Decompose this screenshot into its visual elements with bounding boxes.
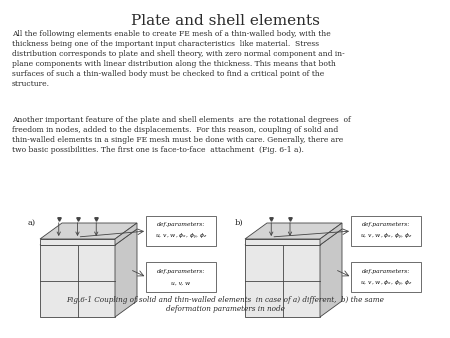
Text: u, v, w, $\phi_x$, $\phi_y$, $\phi_z$: u, v, w, $\phi_x$, $\phi_y$, $\phi_z$ bbox=[360, 279, 412, 289]
Text: a): a) bbox=[28, 219, 36, 227]
Polygon shape bbox=[40, 239, 115, 245]
Polygon shape bbox=[245, 223, 342, 239]
Text: u, v, w: u, v, w bbox=[171, 281, 190, 286]
Polygon shape bbox=[40, 223, 137, 239]
FancyBboxPatch shape bbox=[146, 262, 216, 292]
Text: deformation parameters in node: deformation parameters in node bbox=[166, 305, 284, 313]
Polygon shape bbox=[245, 239, 320, 245]
Text: def.parameters:: def.parameters: bbox=[362, 269, 410, 274]
Polygon shape bbox=[115, 229, 137, 317]
FancyBboxPatch shape bbox=[351, 262, 421, 292]
Text: Plate and shell elements: Plate and shell elements bbox=[130, 14, 320, 28]
FancyBboxPatch shape bbox=[351, 216, 421, 246]
Text: Another important feature of the plate and shell elements  are the rotational de: Another important feature of the plate a… bbox=[12, 116, 351, 154]
Text: def.parameters:: def.parameters: bbox=[157, 269, 205, 274]
Polygon shape bbox=[40, 245, 115, 317]
Text: b): b) bbox=[235, 219, 243, 227]
Text: def.parameters:: def.parameters: bbox=[362, 222, 410, 227]
Text: All the following elements enable to create FE mesh of a thin-walled body, with : All the following elements enable to cre… bbox=[12, 30, 345, 89]
Polygon shape bbox=[245, 245, 320, 317]
Polygon shape bbox=[245, 229, 342, 245]
Polygon shape bbox=[115, 223, 137, 245]
Text: Fig.6-1 Coupling of solid and thin-walled elements  in case of a) different,  b): Fig.6-1 Coupling of solid and thin-walle… bbox=[66, 296, 384, 304]
Polygon shape bbox=[320, 229, 342, 317]
Polygon shape bbox=[40, 229, 137, 245]
FancyBboxPatch shape bbox=[146, 216, 216, 246]
Text: def.parameters:: def.parameters: bbox=[157, 222, 205, 227]
Text: u, v, w, $\phi_x$, $\phi_y$, $\phi_z$: u, v, w, $\phi_x$, $\phi_y$, $\phi_z$ bbox=[155, 232, 207, 242]
Polygon shape bbox=[320, 223, 342, 245]
Text: u, v, w, $\phi_x$, $\phi_y$, $\phi_z$: u, v, w, $\phi_x$, $\phi_y$, $\phi_z$ bbox=[360, 232, 412, 242]
